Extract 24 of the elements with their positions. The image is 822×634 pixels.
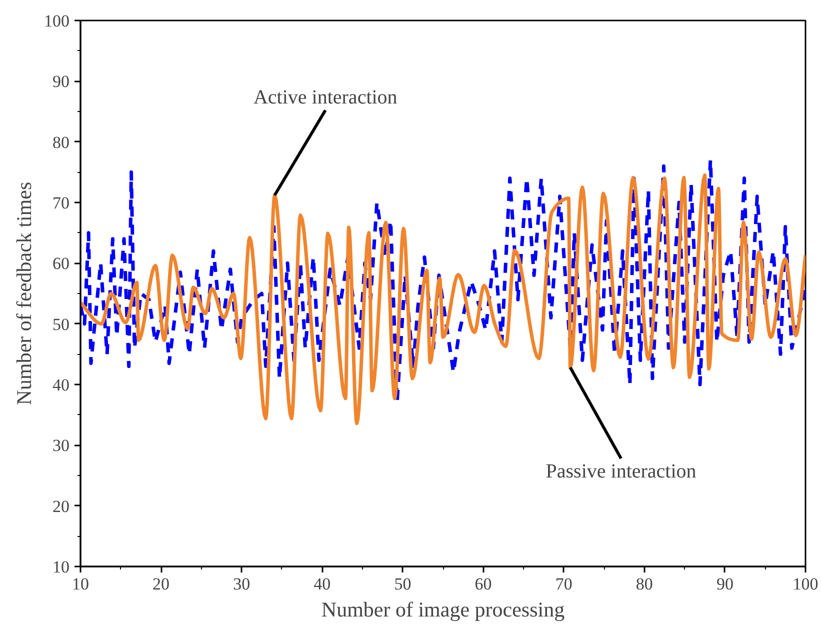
y-tick-label: 80 <box>52 132 70 152</box>
x-tick-label: 100 <box>792 574 818 594</box>
y-tick-label: 20 <box>52 496 70 516</box>
x-tick-label: 50 <box>394 574 412 594</box>
y-tick-label: 60 <box>52 254 70 274</box>
x-tick-label: 80 <box>636 574 653 594</box>
y-tick-label: 40 <box>52 376 70 394</box>
x-tick-label: 70 <box>555 574 572 594</box>
y-tick-label: 100 <box>44 12 70 30</box>
annotation: Passive interaction <box>546 460 696 483</box>
annotation: Active interaction <box>253 86 398 108</box>
x-tick-label: 10 <box>72 574 89 594</box>
y-tick-label: 70 <box>52 194 70 212</box>
x-tick-label: 90 <box>716 574 734 594</box>
x-tick-label: 20 <box>152 574 170 594</box>
x-axis-title: Number of image processing <box>321 598 566 622</box>
y-axis-title: Number of feedback times <box>12 182 36 406</box>
x-tick-label: 60 <box>474 574 492 594</box>
x-tick-label: 30 <box>233 574 250 594</box>
y-tick-label: 90 <box>52 72 70 92</box>
y-tick-label: 50 <box>52 314 70 334</box>
x-tick-label: 40 <box>314 574 331 594</box>
y-tick-label: 30 <box>52 436 70 456</box>
y-tick-label: 10 <box>52 558 70 576</box>
